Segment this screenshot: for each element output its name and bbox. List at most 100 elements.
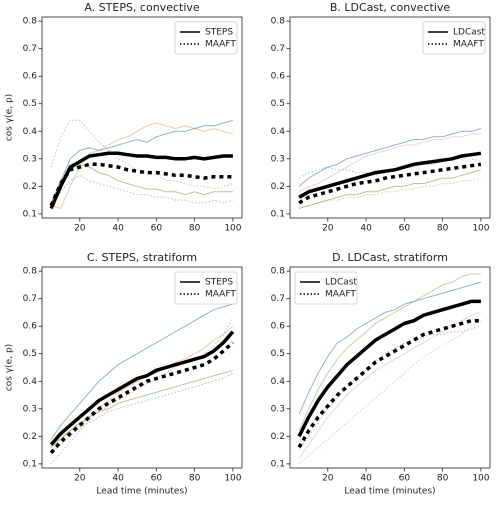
x-tick-label: 20 [74,474,86,484]
y-tick-label: 0.7 [23,44,37,54]
legend-box [174,21,238,55]
legend-box [294,271,358,305]
panel-title: C. STEPS, stratiform [87,251,197,264]
main-line [297,318,481,449]
y-tick-label: 0.3 [271,154,285,164]
y-axis-label: cos γ(e, p) [5,94,15,141]
panel-title: D. LDCast, stratiform [332,251,448,264]
axes-frame [41,16,243,219]
member-line [298,281,482,415]
member-line [298,128,482,187]
y-tick-label: 0.2 [271,432,285,442]
legend-label: MAAFT [325,290,356,300]
y-tick-label: 0.8 [23,17,38,27]
x-tick-label: 60 [399,474,411,484]
y-tick-label: 0.3 [271,404,285,414]
main-line [49,330,235,446]
x-tick-label: 100 [472,224,489,234]
x-tick-label: 80 [189,474,201,484]
y-tick-label: 0.1 [23,459,37,469]
y-tick-label: 0.1 [23,209,37,219]
x-tick-label: 20 [322,474,334,484]
axes-frame [41,266,243,469]
y-tick-label: 0.6 [23,72,38,82]
x-tick-label: 20 [74,224,86,234]
x-tick-label: 60 [151,224,163,234]
main-line [49,341,235,455]
member-line [50,317,234,465]
panel-title: B. LDCast, convective [330,1,451,14]
y-tick-label: 0.7 [271,294,285,304]
legend-box [174,271,238,305]
y-tick-label: 0.4 [271,377,286,387]
member-line [50,303,234,440]
x-tick-label: 40 [360,474,372,484]
member-line [50,119,234,204]
x-tick-label: 40 [112,474,124,484]
y-tick-label: 0.7 [271,44,285,54]
member-line [298,273,481,431]
x-axis-label: Lead time (minutes) [96,487,187,497]
y-tick-label: 0.4 [23,127,38,137]
member-line [50,369,234,448]
legend-label: MAAFT [205,290,236,300]
x-tick-label: 80 [437,224,449,234]
y-tick-label: 0.4 [23,377,38,387]
y-tick-label: 0.2 [23,432,37,442]
y-tick-label: 0.5 [271,99,285,109]
member-line [298,169,482,209]
main-line [298,151,482,199]
main-line [298,162,482,205]
x-tick-label: 80 [189,224,201,234]
x-tick-label: 20 [322,224,334,234]
x-tick-label: 60 [151,474,163,484]
x-axis-label: Lead time (minutes) [344,487,435,497]
main-line [297,299,481,438]
legend-label: MAAFT [205,40,236,50]
x-tick-label: 100 [224,474,241,484]
member-line [298,311,482,459]
main-line [49,162,233,207]
y-axis-label: cos γ(e, p) [5,344,15,391]
x-tick-label: 100 [224,224,241,234]
member-line [298,177,482,209]
member-line [50,174,234,209]
y-tick-label: 0.6 [271,72,286,82]
y-tick-label: 0.8 [23,267,38,277]
y-tick-label: 0.6 [23,322,38,332]
member-line [298,320,482,465]
y-tick-label: 0.5 [23,99,37,109]
x-tick-label: 60 [399,224,411,234]
y-tick-label: 0.3 [23,154,37,164]
legend-box [422,21,486,55]
main-line [49,151,233,210]
axes-frame [289,16,491,219]
y-tick-label: 0.2 [271,182,285,192]
y-tick-label: 0.4 [271,127,286,137]
member-line [50,372,234,454]
y-tick-label: 0.8 [271,267,286,277]
y-tick-label: 0.1 [271,459,285,469]
x-tick-label: 40 [360,224,372,234]
legend-label: LDCast [453,28,485,38]
panel-title: A. STEPS, convective [84,1,200,14]
y-tick-label: 0.1 [271,209,285,219]
legend-label: MAAFT [453,40,484,50]
x-tick-label: 40 [112,224,124,234]
member-line [298,325,482,451]
y-tick-label: 0.8 [271,17,286,27]
y-tick-label: 0.5 [23,349,37,359]
x-tick-label: 100 [472,474,489,484]
legend-label: STEPS [205,278,233,288]
member-line [298,133,481,193]
legend-label: STEPS [205,28,233,38]
y-tick-label: 0.7 [23,294,37,304]
member-line [50,163,233,209]
x-tick-label: 80 [437,474,449,484]
axes-frame [289,266,491,469]
legend-label: LDCast [325,278,357,288]
y-tick-label: 0.6 [271,322,286,332]
y-tick-label: 0.2 [23,182,37,192]
